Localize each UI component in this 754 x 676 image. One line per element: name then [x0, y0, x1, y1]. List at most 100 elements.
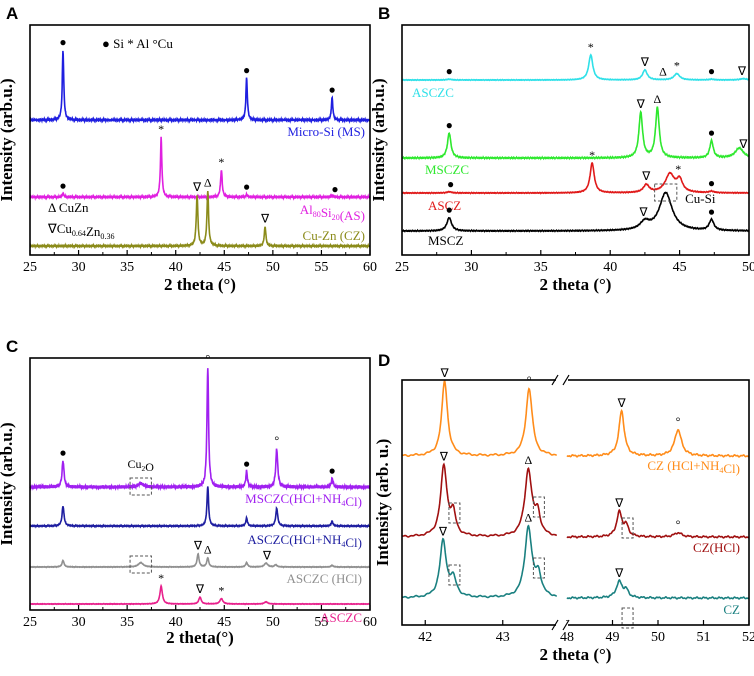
panel-b-xtick-label: 35 — [534, 260, 548, 275]
panel-d-break-mark — [551, 374, 559, 386]
panel-b-series-label: MSCZC — [425, 162, 469, 177]
panel-b-xtick-label: 45 — [673, 260, 687, 275]
panel-c-xtick-label: 55 — [314, 615, 328, 630]
panel-c: C 25 30 35 40 45 50 55 60 ● ° ● ° ● MSCZC(HCl+NH4Cl) AS… — [0, 337, 377, 647]
panel-a-series-3-peak-marker: ∇ — [192, 180, 202, 194]
panel-c-series-1-peak-marker: ● — [243, 456, 250, 470]
panel-b-xtick-label: 40 — [603, 260, 617, 275]
panel-d-xtick-label: 51 — [697, 630, 711, 645]
panel-d-series-3-peak-marker: ∇ — [614, 566, 624, 580]
panel-b-series-4-peak-marker: ● — [708, 204, 715, 218]
panel-c-xlabel: 2 theta(°) — [166, 628, 234, 647]
panel-a-xtick-label: 25 — [23, 260, 37, 275]
panel-d-series-2-left — [401, 462, 557, 538]
panel-b-series-3-peak-marker: ∇ — [641, 169, 651, 183]
panel-d-series-2-peak-marker: Δ — [524, 453, 532, 467]
panel-b-series-3-peak-marker: ● — [708, 176, 715, 190]
panel-c-series-2 — [29, 486, 371, 529]
panel-c-xtick-label: 40 — [169, 615, 183, 630]
panel-c-series-3-peak-marker: ∇ — [262, 549, 272, 563]
panel-d-dashed-box — [621, 517, 634, 539]
panel-a-series-3 — [29, 191, 371, 250]
panel-a-xtick-label: 40 — [169, 260, 183, 275]
panel-d-xtick-label: 50 — [651, 630, 665, 645]
panel-a-xtick-label: 60 — [363, 260, 377, 275]
panel-d-dashed-box — [448, 502, 461, 524]
panel-c-series-3-peak-marker: Δ — [204, 543, 212, 557]
panel-a-series-2-peak-marker: ● — [59, 178, 66, 192]
panel-a-series-1-peak-marker: ● — [243, 63, 250, 77]
panel-c-xtick-label: 60 — [363, 615, 377, 630]
panel-a-xtick-label: 45 — [217, 260, 231, 275]
panel-b: B25 30 35 40 45 50●*∇Δ * ● ∇ASCZC●∇ Δ●∇MSCZC●*∇*●… — [369, 4, 754, 294]
panel-d-series-label: CZ — [723, 602, 740, 617]
panel-d-series-2-peak-marker: ° — [676, 518, 681, 532]
panel-d-xtick-label: 48 — [560, 630, 574, 645]
panel-d-xlabel: 2 theta (°) — [540, 645, 612, 664]
panel-a-series-1-peak-marker: ● — [328, 83, 335, 97]
panel-a-series-2-peak-marker: ● — [243, 180, 250, 194]
panel-d-series-3-left — [401, 524, 557, 599]
panel-b-series-4 — [401, 191, 750, 233]
panel-c-series-label: ASCZC(HCl+NH4Cl) — [247, 532, 362, 550]
panel-d-series-3-peak-marker: ∇ — [438, 525, 448, 539]
panel-b-box-label: Cu-Si — [685, 191, 716, 206]
panel-d-break-mark — [562, 374, 570, 386]
panel-b-series-3-peak-marker: * — [589, 148, 595, 162]
panel-d-axis-gap-bottom — [556, 621, 568, 629]
panel-c-series-1 — [29, 368, 371, 492]
panel-d-axis-gap-top — [556, 376, 568, 384]
panel-d-dashed-box — [621, 607, 634, 629]
panel-b-xlabel: 2 theta (°) — [540, 275, 612, 294]
panel-b-ylabel: Intensity (arb.u.) — [369, 78, 388, 201]
panel-b-series-2 — [401, 106, 750, 161]
panel-b-series-1-peak-marker: ∇ — [737, 64, 747, 78]
panel-c-label: C — [6, 337, 18, 356]
panel-d-series-3-right — [566, 578, 750, 600]
panel-c-ylabel: Intensity (arb.u.) — [0, 422, 16, 545]
panel-d-dashed-box — [532, 496, 545, 518]
panel-b-series-label: ASCZC — [412, 85, 454, 100]
panel-b-label: B — [378, 4, 390, 23]
panel-b-xtick-label: 25 — [395, 260, 409, 275]
panel-d-xtick-label: 42 — [418, 630, 432, 645]
panel-b-series-2-peak-marker: ● — [446, 118, 453, 132]
panel-a-note-cuzn: Δ CuZn — [48, 200, 89, 215]
panel-b-series-1-peak-marker: * — [588, 40, 594, 54]
panel-d-series-3-peak-marker: Δ — [524, 511, 532, 525]
panel-c-series-4-peak-marker: * — [218, 584, 224, 598]
panel-a-series-label: Micro-Si (MS) — [287, 124, 365, 139]
panel-d-series-2-peak-marker: ∇ — [614, 496, 624, 510]
panel-a-series-3-peak-marker: Δ — [204, 176, 212, 190]
panel-a-note-cu64zn36: ∇Cu0.64Zn0.36 — [47, 221, 115, 241]
panel-d-ylabel: Intensity (arb. u.) — [373, 439, 392, 567]
panel-d-break-mark — [551, 619, 559, 631]
panel-d-label: D — [378, 351, 390, 370]
panel-c-xtick-label: 30 — [72, 615, 86, 630]
panel-c-xtick-label: 25 — [23, 615, 37, 630]
panel-b-series-1-peak-marker: ● — [446, 64, 453, 78]
panel-d-frame — [401, 379, 750, 626]
panel-d-series-1-peak-marker: ° — [676, 415, 681, 429]
panel-d-dashed-box — [532, 557, 545, 579]
panel-c-series-1-peak-marker: ● — [59, 446, 66, 460]
panel-c-series-4 — [29, 583, 371, 606]
panel-b-series-3 — [401, 161, 750, 195]
panel-a-label: A — [6, 4, 18, 23]
panel-c-series-3 — [29, 552, 371, 569]
panel-a-xtick-label: 50 — [266, 260, 280, 275]
panel-c-xtick-label: 50 — [266, 615, 280, 630]
panel-a-xtick-label: 55 — [314, 260, 328, 275]
panel-b-series-1-peak-marker: * — [674, 59, 680, 73]
panel-d-series-1-peak-marker: ∇ — [440, 366, 450, 380]
panel-b-series-2-peak-marker: ∇ — [636, 97, 646, 111]
panel-a-frame — [29, 24, 371, 256]
panel-a-series-label: Al80Si20(AS) — [300, 202, 365, 223]
panel-c-series-1-peak-marker: ● — [328, 464, 335, 478]
panel-a-series-2 — [29, 136, 371, 201]
panel-b-series-1-peak-marker: Δ — [659, 64, 667, 78]
panel-c-cu2o-label: Cu2O — [128, 457, 155, 474]
panel-b-series-4-peak-marker: ∇ — [638, 205, 648, 219]
panel-c-series-1-peak-marker: ° — [205, 352, 210, 366]
panel-d-xtick-label: 43 — [496, 630, 510, 645]
